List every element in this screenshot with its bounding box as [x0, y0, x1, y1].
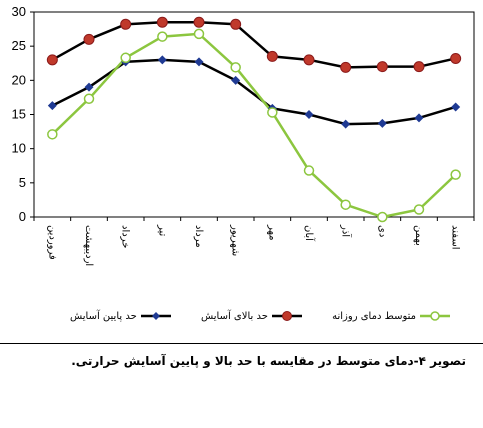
data-point: [413, 204, 425, 215]
data-point: [450, 169, 461, 180]
legend-label-average: متوسط دمای روزانه: [332, 310, 416, 322]
legend-item-lower: حد پایین آسایش: [70, 310, 171, 322]
data-point: [413, 61, 425, 73]
data-point: [157, 55, 167, 65]
x-tick-label: مرداد: [193, 225, 204, 248]
y-tick-label: 15: [12, 107, 26, 122]
data-point: [376, 61, 388, 73]
y-tick-label: 25: [12, 38, 26, 53]
x-tick-label: مهر: [266, 224, 277, 240]
data-point: [266, 50, 278, 62]
data-point: [450, 52, 462, 64]
data-point: [230, 18, 242, 30]
data-point: [231, 75, 241, 85]
line-chart: 0 5 10 15 20 25 30 فروردین اردیبهشت خرداد تیر مرداد…: [12, 4, 475, 266]
data-point: [120, 18, 132, 30]
chart-legend: متوسط دمای روزانه حد بالای آسایش حد پایی…: [70, 305, 450, 327]
data-point: [377, 118, 387, 128]
data-point: [83, 33, 95, 45]
figure-caption: تصویر ۴-دمای متوسط در مقایسه با حد بالا …: [71, 354, 466, 368]
data-point: [84, 82, 94, 92]
data-point: [47, 129, 58, 140]
legend-swatch-lower: [140, 312, 171, 320]
data-point: [303, 54, 315, 66]
data-point: [414, 113, 424, 123]
data-point: [267, 107, 278, 118]
x-tick-label: اسفند: [450, 225, 461, 249]
caption-divider: [0, 343, 483, 344]
data-point: [230, 62, 241, 73]
y-tick-label: 10: [12, 141, 26, 156]
data-point: [303, 165, 315, 176]
y-tick-label: 0: [19, 209, 26, 224]
x-tick-label: آذر: [340, 224, 353, 238]
x-tick-label: بهمن: [413, 225, 424, 246]
data-point: [193, 28, 205, 40]
x-tick-label: تیر: [156, 224, 167, 237]
series-line: [51, 32, 457, 219]
legend-item-upper: حد بالای آسایش: [201, 310, 302, 322]
x-tick-label: فروردین: [46, 225, 57, 260]
x-tick-label: خرداد: [120, 225, 131, 248]
x-tick-label: دی: [376, 225, 387, 237]
data-point: [377, 211, 388, 223]
y-tick-label: 5: [19, 175, 26, 190]
plot-area-border: [33, 11, 475, 218]
data-point: [157, 31, 168, 42]
x-tick-label: آبان: [303, 225, 316, 242]
series-line: [51, 58, 457, 126]
data-point: [341, 119, 351, 129]
legend-item-average: متوسط دمای روزانه: [332, 310, 450, 322]
x-tick-label: شهریور: [230, 224, 241, 256]
y-tick-label: 30: [12, 4, 26, 19]
data-point: [340, 199, 351, 210]
series-line: [51, 21, 456, 69]
data-point: [193, 16, 205, 28]
data-point: [83, 93, 95, 105]
legend-swatch-upper: [271, 311, 302, 321]
data-point: [156, 16, 168, 28]
legend-swatch-average: [420, 311, 450, 321]
data-point: [304, 110, 314, 119]
legend-label-lower: حد پایین آسایش: [70, 310, 137, 322]
legend-label-upper: حد بالای آسایش: [201, 310, 268, 322]
x-tick-label: اردیبهشت: [83, 225, 94, 266]
data-point: [120, 52, 131, 64]
data-point: [451, 102, 461, 112]
data-point: [46, 54, 58, 66]
data-point: [340, 61, 352, 73]
y-tick-label: 20: [12, 72, 26, 87]
data-point: [194, 57, 204, 67]
data-point: [47, 101, 57, 111]
